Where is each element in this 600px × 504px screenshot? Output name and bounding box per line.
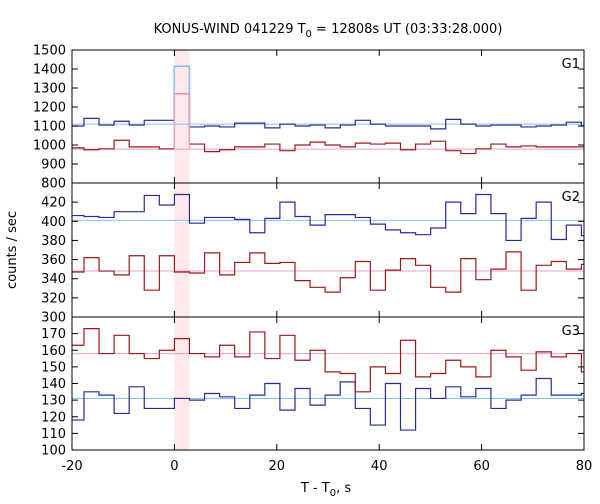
chart-title: KONUS-WIND 041229 T0 = 12808s UT (03:33:… [154,22,503,40]
highlight-band [174,50,190,450]
y-tick-label: 100 [41,444,66,459]
y-tick-label: 320 [41,291,66,306]
x-tick-label: 0 [170,459,178,474]
y-tick-label: 360 [41,253,66,268]
y-tick-label: 300 [41,311,66,326]
x-tick-label: 40 [371,459,388,474]
y-tick-label: 900 [41,158,66,173]
y-axis-label: counts / sec [5,211,20,289]
x-axis-label: T - T0, s [300,481,351,499]
series-blue-g3 [72,377,584,431]
x-tick-label: -20 [61,459,82,474]
x-tick-label: 20 [269,459,286,474]
panel-label-g1: G1 [562,57,580,72]
y-tick-label: 420 [41,196,66,211]
y-tick-label: 110 [41,427,66,442]
y-tick-label: 1100 [33,120,66,135]
series-red-g2 [72,251,584,293]
panel-label-g2: G2 [562,190,580,205]
x-tick-label: 80 [576,459,593,474]
y-tick-label: 400 [41,215,66,230]
panel-frame-g1 [71,49,585,184]
y-tick-label: 1400 [33,63,66,78]
y-tick-label: 1000 [33,139,66,154]
y-tick-label: 340 [41,272,66,287]
series-red-g3 [72,328,584,393]
y-tick-label: 130 [41,394,66,409]
y-tick-label: 1500 [33,44,66,59]
panel-frame-g3 [71,316,585,451]
panel-g3-plot [72,328,584,431]
panel-g2-plot [72,193,584,293]
y-tick-label: 380 [41,234,66,249]
panel-frame-g2 [71,182,585,318]
y-tick-label: 150 [41,360,66,375]
panel-g1-plot [72,65,584,155]
series-red-g1 [72,93,584,155]
y-tick-label: 800 [41,177,66,192]
y-tick-label: 160 [41,344,66,359]
y-tick-label: 120 [41,410,66,425]
highlight-layer [174,50,190,450]
series-blue-g1 [72,65,584,130]
axes-layer: 800900100011001200130014001500G130032034… [33,44,592,475]
series-blue-g2 [72,193,584,242]
trigger-bin-red [173,93,191,150]
panel-label-g3: G3 [562,324,580,339]
y-tick-label: 1300 [33,82,66,97]
y-tick-label: 1200 [33,101,66,116]
data-layer [72,65,584,431]
y-tick-label: 170 [41,327,66,342]
y-tick-label: 140 [41,377,66,392]
x-tick-label: 60 [473,459,490,474]
